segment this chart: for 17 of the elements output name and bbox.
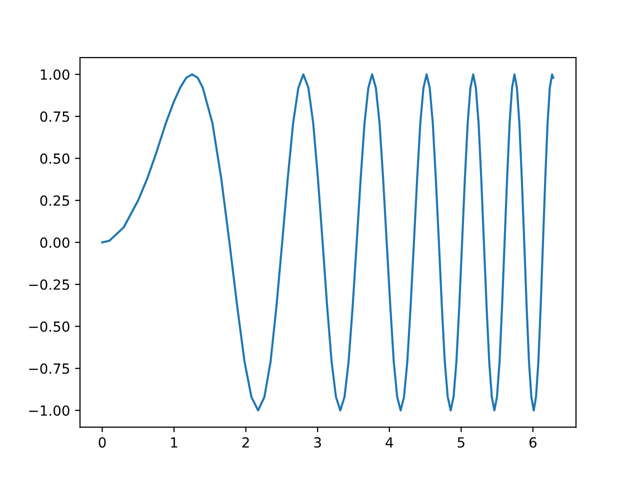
y-tick-label: −1.00	[29, 405, 70, 416]
x-tick-label: 6	[529, 437, 536, 448]
y-tick-label: 0.00	[40, 237, 70, 248]
x-tick-label: 5	[458, 437, 464, 448]
line-series	[101, 73, 554, 412]
x-tick-label: 4	[386, 437, 394, 448]
y-tick-label: −0.50	[29, 321, 70, 332]
y-tick-label: 0.25	[40, 195, 70, 206]
y-tick-label: −0.75	[29, 363, 70, 374]
x-tick-label: 3	[314, 437, 321, 448]
y-tick-label: −0.25	[29, 279, 70, 290]
x-tick-label: 0	[98, 437, 106, 448]
y-tick-label: 0.50	[40, 153, 70, 164]
y-tick-label: 0.75	[40, 111, 70, 122]
x-tick-label: 1	[171, 437, 178, 448]
x-tick-label: 2	[242, 437, 249, 448]
y-tick-label: 1.00	[40, 69, 70, 80]
